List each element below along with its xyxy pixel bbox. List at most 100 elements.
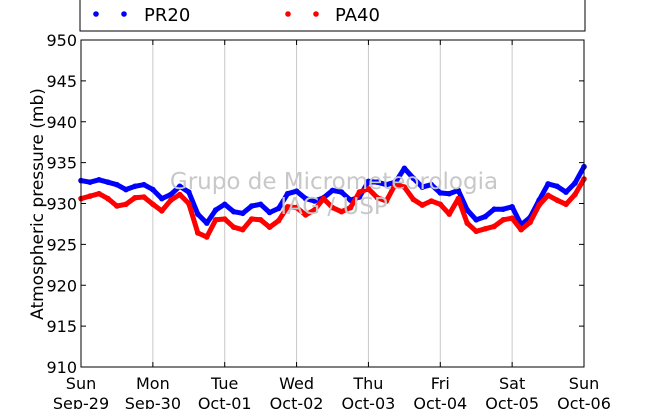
data-point-pa40 — [168, 197, 174, 203]
data-point-pr20 — [212, 207, 219, 213]
data-point-pr20 — [563, 189, 569, 195]
data-point-pa40 — [141, 194, 147, 200]
data-point-pr20 — [491, 206, 498, 212]
data-point-pa40 — [150, 201, 156, 208]
data-point-pa40 — [383, 198, 390, 204]
data-point-pa40 — [401, 184, 408, 190]
data-point-pr20 — [195, 211, 201, 217]
data-point-pr20 — [446, 190, 453, 197]
data-point-pa40 — [419, 202, 426, 208]
data-point-pr20 — [311, 198, 318, 204]
data-point-pa40 — [248, 216, 255, 222]
x-tick-label-day: Wed — [279, 374, 314, 393]
data-point-pa40 — [302, 212, 309, 218]
data-point-pr20 — [275, 205, 282, 212]
data-point-pa40 — [437, 201, 444, 208]
data-point-pr20 — [186, 189, 192, 195]
data-point-pr20 — [114, 181, 120, 188]
data-point-pa40 — [464, 220, 471, 226]
data-point-pa40 — [177, 191, 183, 198]
x-tick-label-date: Sep-29 — [53, 394, 109, 409]
y-tick-label: 940 — [46, 113, 77, 132]
legend-label-pr20: PR20 — [144, 5, 190, 26]
data-point-pr20 — [293, 188, 300, 194]
data-point-pr20 — [365, 178, 372, 185]
data-point-pr20 — [419, 184, 426, 190]
data-point-pr20 — [554, 183, 560, 190]
x-tick-label-day: Sun — [66, 374, 96, 393]
data-point-pa40 — [455, 195, 462, 202]
data-point-pr20 — [338, 189, 345, 195]
data-point-pa40 — [392, 181, 399, 187]
data-point-pr20 — [329, 187, 336, 194]
data-point-pr20 — [239, 210, 246, 217]
data-point-pa40 — [230, 224, 237, 230]
data-point-pa40 — [96, 190, 102, 197]
x-tick-label-date: Oct-02 — [270, 394, 324, 409]
x-tick-label-date: Oct-06 — [557, 394, 611, 409]
data-point-pa40 — [275, 217, 282, 224]
x-tick-label-day: Tue — [210, 374, 238, 393]
axes: SunSep-29MonSep-30TueOct-01WedOct-02ThuO… — [46, 31, 610, 409]
y-tick-label: 930 — [46, 195, 77, 214]
x-tick-label-day: Sat — [499, 374, 525, 393]
data-point-pr20 — [437, 190, 444, 196]
data-point-pr20 — [500, 206, 507, 212]
data-point-pr20 — [410, 175, 417, 181]
data-point-pa40 — [338, 208, 345, 215]
x-tick-label-day: Fri — [431, 374, 450, 393]
data-point-pr20 — [266, 209, 273, 216]
data-point-pr20 — [230, 208, 237, 215]
y-tick-label: 945 — [46, 72, 77, 91]
data-point-pr20 — [96, 177, 102, 183]
data-point-pa40 — [293, 204, 300, 211]
data-point-pr20 — [150, 186, 156, 193]
data-point-pr20 — [482, 213, 489, 220]
y-tick-label: 920 — [46, 276, 77, 295]
y-tick-label: 925 — [46, 235, 77, 254]
data-point-pr20 — [572, 180, 578, 186]
data-point-pr20 — [105, 179, 111, 185]
data-point-pa40 — [284, 204, 291, 210]
legend-marker-pr20 — [121, 11, 127, 17]
x-tick-label-date: Oct-04 — [413, 394, 467, 409]
data-point-pr20 — [473, 217, 480, 223]
data-point-pa40 — [446, 211, 453, 217]
data-point-pr20 — [545, 181, 551, 187]
data-point-pr20 — [257, 201, 264, 208]
data-point-pr20 — [383, 181, 390, 188]
data-point-pa40 — [347, 204, 354, 211]
data-point-pa40 — [545, 192, 551, 199]
data-point-pa40 — [212, 217, 219, 223]
data-point-pa40 — [536, 202, 542, 208]
data-point-pr20 — [141, 181, 147, 188]
y-tick-label: 935 — [46, 154, 77, 173]
data-point-pr20 — [159, 195, 165, 202]
data-point-pa40 — [320, 195, 327, 202]
data-point-pa40 — [221, 216, 228, 222]
data-point-pa40 — [572, 191, 578, 198]
data-point-pa40 — [356, 189, 363, 195]
data-point-pr20 — [221, 201, 228, 208]
data-point-pr20 — [302, 195, 309, 202]
y-tick-label: 910 — [46, 358, 77, 377]
data-point-pa40 — [159, 208, 165, 214]
data-point-pa40 — [114, 203, 120, 209]
x-tick-label-date: Oct-03 — [342, 394, 396, 409]
data-point-pa40 — [428, 198, 435, 204]
data-point-pa40 — [257, 217, 264, 223]
data-point-pr20 — [455, 187, 462, 194]
data-point-pa40 — [491, 223, 498, 230]
data-point-pa40 — [329, 204, 336, 211]
data-point-pa40 — [123, 201, 129, 208]
x-tick-label-date: Oct-05 — [485, 394, 539, 409]
data-point-pa40 — [132, 195, 138, 201]
data-point-pr20 — [177, 183, 183, 190]
data-point-pa40 — [563, 201, 569, 208]
data-point-pa40 — [266, 224, 273, 230]
data-point-pr20 — [464, 207, 471, 213]
legend-marker-pr20 — [93, 11, 99, 17]
data-point-pa40 — [527, 219, 533, 226]
data-point-pa40 — [482, 226, 489, 232]
